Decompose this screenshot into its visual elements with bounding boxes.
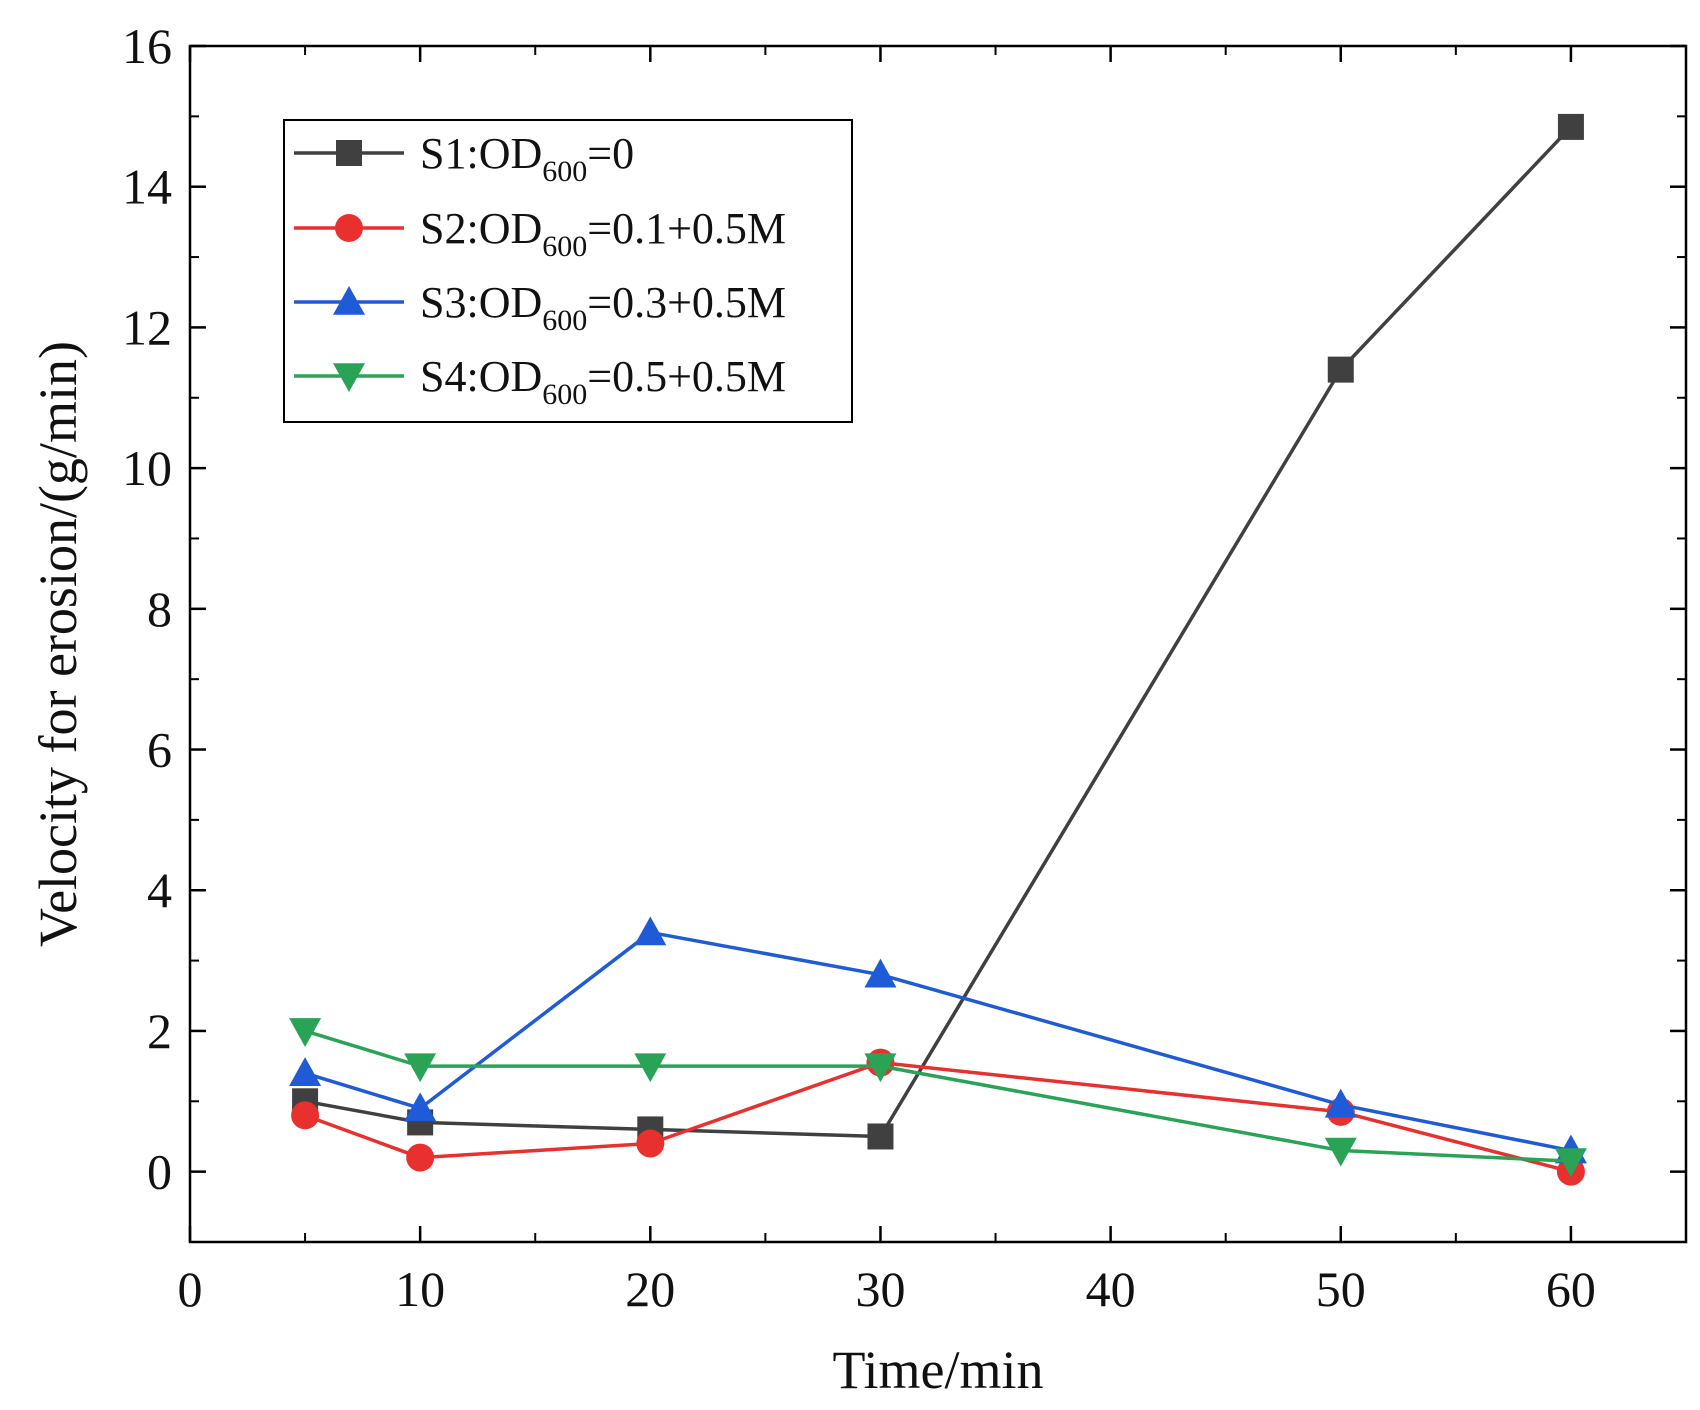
legend-label-3-main: S3:OD: [420, 278, 542, 327]
series-4-point-5: [289, 1018, 322, 1047]
y-tick-label-12: 12: [122, 299, 172, 355]
legend-label-4-main: S4:OD: [420, 352, 542, 401]
series-2-line: [304, 1060, 1572, 1174]
legend-label-2: S2:OD600=0.1+0.5M: [420, 204, 786, 263]
x-tick-label-10: 10: [395, 1261, 445, 1317]
legend-box: [283, 119, 853, 423]
series-3-point-5: [289, 1057, 322, 1086]
x-axis-title: Time/min: [832, 1340, 1043, 1400]
series-1-point-30: [867, 1123, 894, 1150]
legend-label-3-subscript: 600: [542, 304, 587, 337]
y-tick-label-0: 0: [147, 1144, 172, 1200]
legend-entry-4: S4:OD600=0.5+0.5M: [294, 352, 786, 411]
legend-label-4-subscript: 600: [542, 378, 587, 411]
legend-label-3-suffix: =0.3+0.5M: [587, 278, 786, 327]
x-tick-label-40: 40: [1086, 1261, 1136, 1317]
plot-frame: [188, 44, 1688, 1244]
x-tick-label-60: 60: [1546, 1261, 1596, 1317]
series-4-point-30: [864, 1053, 897, 1083]
series-4-point-50: [1324, 1137, 1357, 1167]
series-layer: [289, 113, 1587, 1186]
legend-marker-2: [335, 214, 363, 242]
series-1-point-50: [1327, 356, 1354, 383]
series-3-point-50: [1324, 1088, 1357, 1118]
labels-layer: Time/min Velocity for erosion/(g/min): [28, 341, 1044, 1400]
x-tick-label-30: 30: [855, 1261, 905, 1317]
series-3-point-20: [634, 916, 667, 946]
x-tick-label-50: 50: [1316, 1261, 1366, 1317]
series-4-point-10: [404, 1053, 437, 1083]
legend-marker-3: [333, 286, 365, 315]
y-axis-title: Velocity for erosion/(g/min): [28, 341, 88, 947]
x-tick-label-20: 20: [625, 1261, 675, 1317]
legend-label-2-main: S2:OD: [420, 204, 542, 253]
legend-label-1-suffix: =0: [587, 129, 634, 178]
legend-marker-4: [333, 363, 365, 392]
legend-label-1: S1:OD600=0: [420, 129, 634, 188]
series-4-point-20: [634, 1053, 667, 1083]
legend-label-1-subscript: 600: [542, 155, 587, 188]
legend-entry-1: S1:OD600=0: [294, 129, 634, 188]
y-tick-label-16: 16: [122, 18, 172, 74]
series-1-point-60: [1557, 113, 1584, 140]
series-2-point-5: [291, 1101, 320, 1130]
legend-label-2-suffix: =0.1+0.5M: [587, 204, 786, 253]
y-tick-label-10: 10: [122, 440, 172, 496]
y-tick-label-6: 6: [147, 722, 172, 778]
series-4-line: [304, 1029, 1572, 1163]
legend-marker-1: [336, 140, 362, 166]
series-3-point-10: [404, 1092, 437, 1122]
legend-label-3: S3:OD600=0.3+0.5M: [420, 278, 786, 337]
y-tick-label-8: 8: [147, 581, 172, 637]
legend-entry-2: S2:OD600=0.1+0.5M: [294, 204, 786, 263]
series-4-point-60: [1554, 1148, 1587, 1178]
series-3-line: [304, 930, 1572, 1153]
series-1-line: [304, 125, 1573, 1139]
legend: S1:OD600=0S2:OD600=0.1+0.5MS3:OD600=0.3+…: [283, 119, 853, 423]
y-tick-label-4: 4: [147, 862, 172, 918]
series-1: [292, 113, 1584, 1150]
y-tick-label-2: 2: [147, 1003, 172, 1059]
series-2-point-10: [406, 1143, 435, 1172]
series-4: [289, 1018, 1587, 1178]
series-2-point-20: [636, 1129, 665, 1158]
legend-label-4-suffix: =0.5+0.5M: [587, 352, 786, 401]
legend-label-1-main: S1:OD: [420, 129, 542, 178]
y-tick-label-14: 14: [122, 159, 172, 215]
legend-label-2-subscript: 600: [542, 230, 587, 263]
legend-entry-3: S3:OD600=0.3+0.5M: [294, 278, 786, 337]
legend-label-4: S4:OD600=0.5+0.5M: [420, 352, 786, 411]
x-tick-label-0: 0: [178, 1261, 203, 1317]
series-3-point-30: [864, 958, 897, 988]
